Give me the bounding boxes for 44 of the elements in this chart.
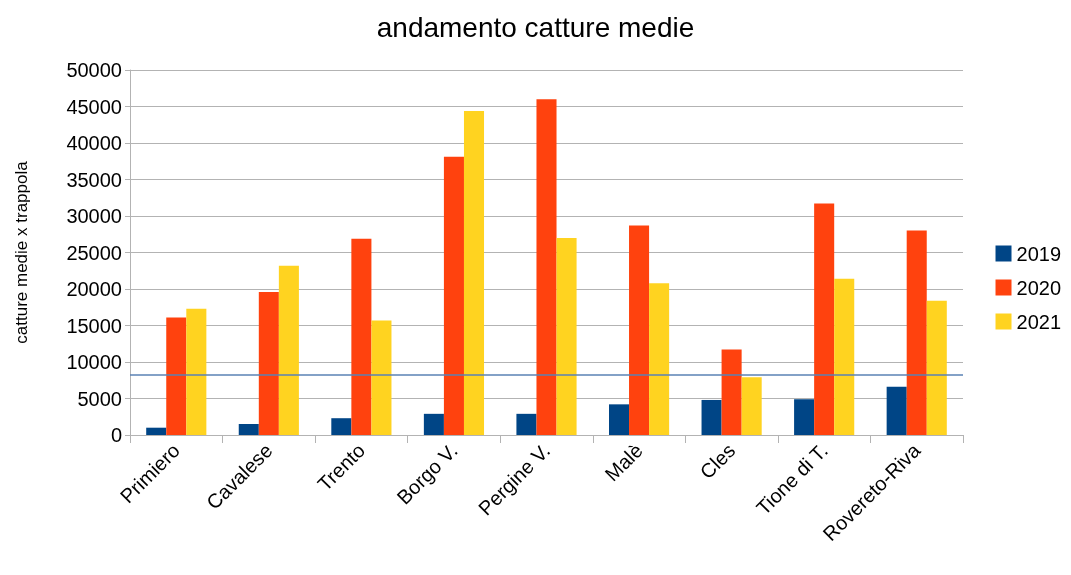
bar	[794, 399, 815, 435]
bar	[701, 399, 722, 435]
bar	[629, 225, 650, 435]
bar	[278, 265, 299, 435]
bar	[556, 237, 577, 435]
y-tick-label: 0	[110, 424, 122, 446]
bar	[186, 308, 207, 435]
bar	[258, 291, 279, 435]
bar	[814, 203, 835, 435]
chart-title: andamento catture medie	[376, 11, 695, 43]
bar	[649, 283, 670, 435]
y-tick-label: 25000	[66, 241, 122, 264]
legend-label: 2020	[1016, 276, 1062, 299]
bar	[926, 300, 947, 435]
y-tick-label: 30000	[66, 205, 122, 227]
y-tick-label: 35000	[66, 168, 122, 191]
y-tick-label: 50000	[66, 59, 122, 81]
bar	[351, 238, 372, 435]
bar	[741, 377, 762, 435]
legend-label: 2019	[1016, 242, 1062, 265]
bar	[463, 110, 485, 435]
y-tick-label: 45000	[66, 95, 122, 118]
bar	[146, 427, 167, 435]
y-axis-title: catture medie x trappola	[12, 160, 31, 344]
y-tick-label: 15000	[66, 314, 122, 337]
y-tick-label: 10000	[66, 351, 122, 373]
bar	[371, 320, 392, 435]
bar	[536, 99, 557, 435]
bar	[721, 349, 742, 435]
bar	[331, 418, 352, 435]
bar	[166, 317, 187, 435]
bar	[516, 413, 537, 435]
bar	[423, 413, 444, 435]
bar	[834, 278, 855, 435]
bar	[886, 386, 907, 435]
y-tick-label: 40000	[66, 132, 122, 154]
bar	[443, 156, 464, 435]
y-tick-label: 5000	[77, 387, 122, 410]
x-tick-label: Cles	[695, 439, 740, 484]
legend-label: 2021	[1016, 310, 1062, 333]
bar	[608, 404, 630, 435]
bar	[238, 424, 259, 435]
y-tick-label: 20000	[66, 278, 122, 300]
bar	[906, 230, 927, 435]
